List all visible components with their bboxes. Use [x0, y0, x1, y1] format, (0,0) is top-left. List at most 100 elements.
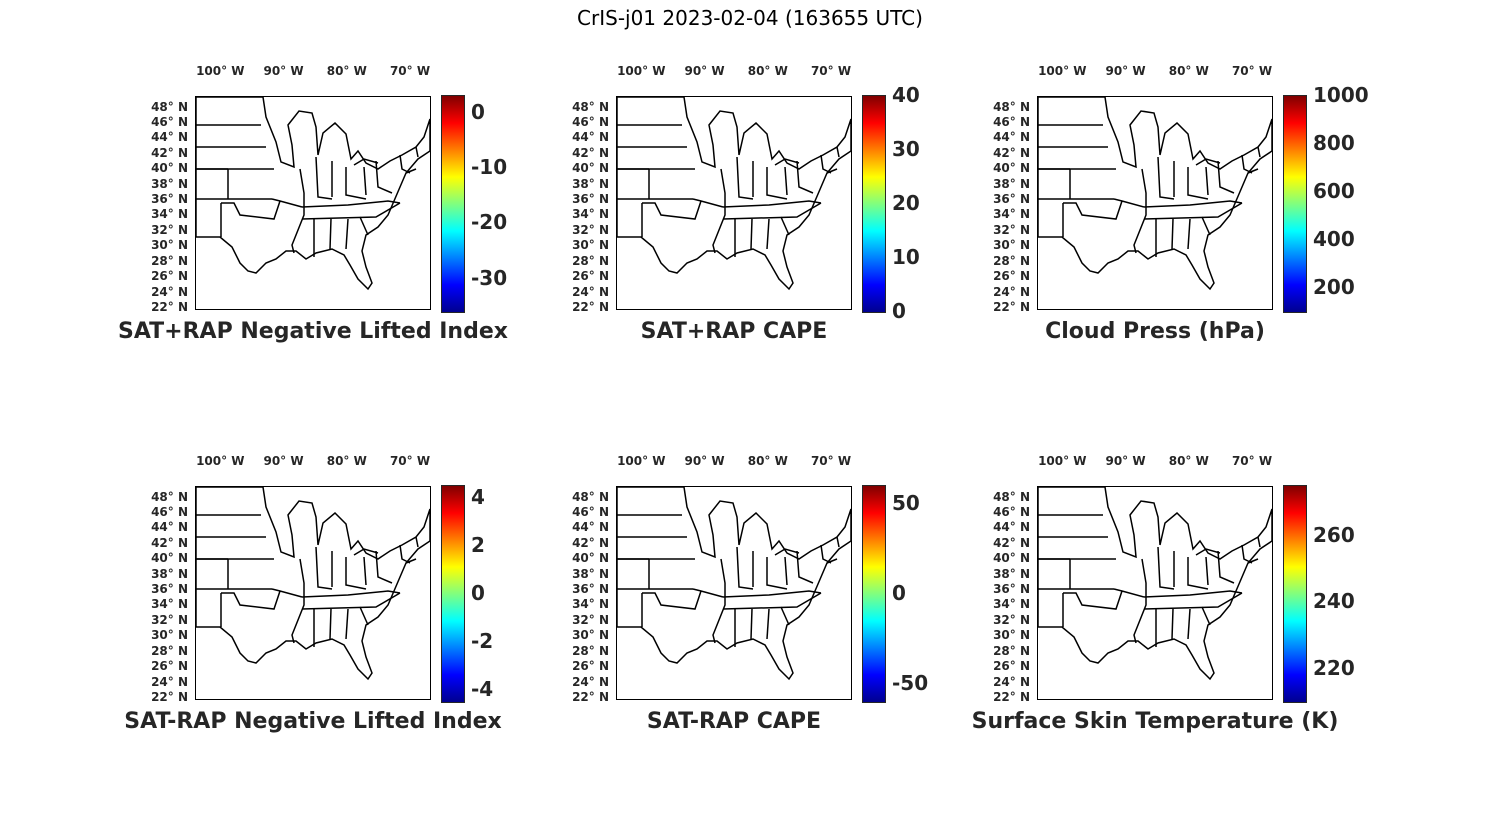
state-border: [780, 606, 790, 626]
latitude-tick-label: 42° N: [151, 535, 188, 550]
latitude-tick-label: 48° N: [151, 99, 188, 114]
coastline: [617, 487, 851, 681]
state-border: [1143, 590, 1243, 598]
state-border: [766, 557, 788, 590]
map-area: [1037, 486, 1273, 700]
longitude-tick-label: 80° W: [747, 64, 788, 78]
state-border: [301, 590, 401, 598]
latitude-tick-label: 36° N: [572, 192, 609, 207]
colorbar-tick-label: 240: [1313, 589, 1355, 614]
state-border: [345, 218, 349, 250]
colorbar-tick-label: -2: [471, 629, 494, 653]
state-border: [712, 558, 726, 644]
state-border: [359, 216, 369, 236]
state-border: [1195, 158, 1221, 166]
longitude-tick-label: 100° W: [1038, 454, 1087, 468]
state-border: [796, 550, 814, 584]
map-area: [616, 96, 852, 310]
colorbar-tick-label: 0: [471, 99, 485, 124]
latitude-tick-label: 44° N: [993, 520, 1030, 535]
latitude-tick-label: 44° N: [572, 520, 609, 535]
latitude-tick-label: 22° N: [572, 300, 609, 314]
latitude-tick-label: 30° N: [993, 238, 1030, 253]
coastline: [1038, 97, 1272, 291]
map-panel: 48° N 46° N 44° N 42° N 40° N 38° N 36° N 34° N…: [118, 64, 578, 364]
colorbar-tick-label: 0: [471, 581, 485, 605]
colorbar-tick-label: 20: [892, 191, 920, 215]
state-border: [836, 536, 840, 548]
state-border: [1201, 216, 1211, 236]
latitude-tick-label: 38° N: [572, 176, 609, 191]
state-border: [405, 558, 417, 564]
latitude-tick-label: 40° N: [993, 161, 1030, 176]
colorbar-tick-label: 50: [892, 491, 920, 515]
state-border: [1113, 588, 1145, 598]
longitude-tick-label: 80° W: [1168, 454, 1209, 468]
map-panel: 48° N 46° N 44° N 42° N 40° N 38° N 36° N 34° N…: [972, 454, 1420, 754]
latitude-tick-label: 38° N: [993, 176, 1030, 191]
state-border: [750, 608, 753, 640]
state-border: [1143, 200, 1243, 208]
colorbar-tick-label: 40: [892, 83, 920, 107]
us-state-outline-map: [617, 97, 851, 291]
state-border: [1171, 218, 1174, 250]
state-border: [1201, 606, 1211, 626]
latitude-tick-label: 38° N: [993, 566, 1030, 581]
latitude-tick-label: 32° N: [572, 612, 609, 627]
longitude-tick-label: 80° W: [1168, 64, 1209, 78]
colorbar-tick-label: 600: [1313, 179, 1355, 203]
longitude-tick-label: 100° W: [617, 64, 666, 78]
latitude-tick-label: 48° N: [993, 489, 1030, 504]
colorbar: [1283, 485, 1307, 703]
state-border: [766, 608, 770, 640]
colorbar-tick-label: -30: [471, 265, 508, 290]
longitude-tick-label: 90° W: [1105, 454, 1146, 468]
state-border: [826, 168, 838, 174]
longitude-tick-label: 90° W: [684, 64, 725, 78]
state-border: [836, 146, 840, 158]
state-border: [1171, 608, 1174, 640]
state-border: [766, 218, 770, 250]
latitude-tick-label: 34° N: [151, 207, 188, 222]
latitude-tick-label: 40° N: [993, 551, 1030, 566]
state-border: [1187, 557, 1209, 590]
colorbar: [1283, 95, 1307, 313]
latitude-tick-label: 26° N: [151, 659, 188, 674]
map-area: [195, 96, 431, 310]
longitude-tick-label: 70° W: [389, 64, 431, 78]
latitude-tick-label: 46° N: [151, 114, 188, 129]
latitude-tick-label: 46° N: [572, 504, 609, 519]
latitude-tick-label: 22° N: [151, 300, 188, 314]
map-panel: 48° N 46° N 44° N 42° N 40° N 38° N 36° N 34° N…: [559, 454, 999, 754]
latitude-tick-label: 40° N: [572, 551, 609, 566]
colorbar-tick-label: -20: [471, 210, 508, 235]
latitude-tick-label: 26° N: [151, 269, 188, 284]
panel-caption: SAT+RAP Negative Lifted Index: [118, 319, 508, 344]
state-border: [774, 548, 800, 556]
latitude-tick-label: 30° N: [151, 628, 188, 643]
latitude-tick-label: 48° N: [151, 489, 188, 504]
colorbar: [441, 485, 465, 703]
state-border: [642, 590, 702, 610]
longitude-tick-label: 100° W: [1038, 64, 1087, 78]
state-border: [780, 216, 790, 236]
state-border: [1205, 166, 1209, 196]
state-border: [1187, 218, 1191, 250]
colorbar-tick-label: -4: [471, 677, 494, 701]
latitude-tick-label: 30° N: [572, 628, 609, 643]
state-border: [221, 200, 281, 220]
state-border: [1187, 167, 1209, 200]
latitude-tick-label: 46° N: [993, 504, 1030, 519]
latitude-tick-label: 40° N: [572, 161, 609, 176]
state-border: [1187, 608, 1191, 640]
state-border: [375, 160, 393, 194]
state-border: [722, 202, 822, 220]
colorbar-tick-label: 10: [892, 245, 920, 269]
latitude-tick-label: 30° N: [151, 238, 188, 253]
state-border: [722, 592, 822, 610]
latitude-tick-label: 32° N: [151, 612, 188, 627]
state-border: [712, 168, 726, 254]
state-border: [826, 558, 838, 564]
colorbar-tick-label: -50: [892, 671, 929, 695]
colorbar-tick-label: 400: [1313, 227, 1355, 251]
